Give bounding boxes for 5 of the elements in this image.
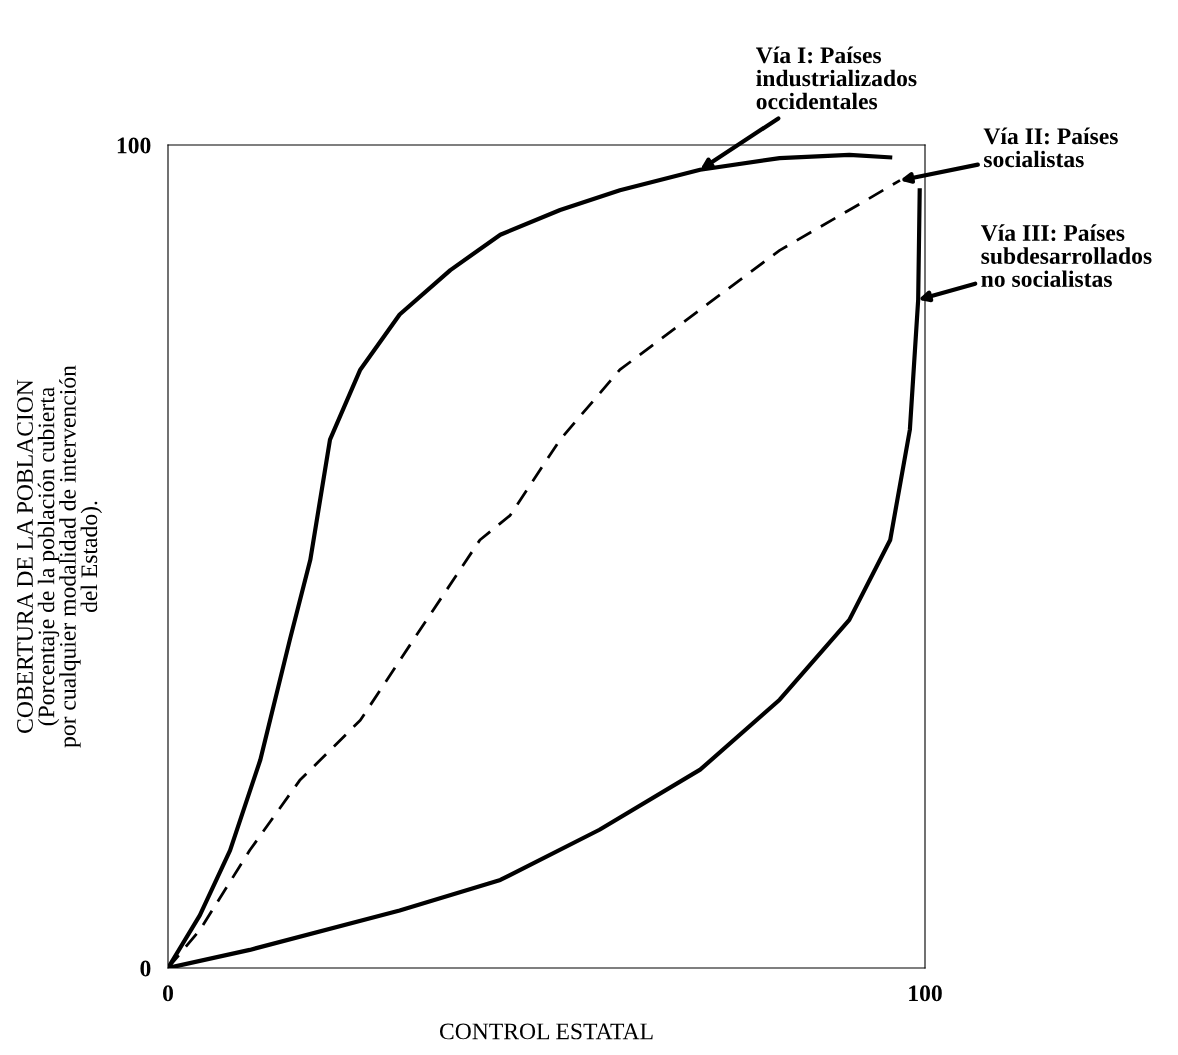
annotation: Vía II: Países socialistas [983, 127, 1118, 168]
y-axis-title: COBERTURA DE LA POBLACION (Porcentaje de la población cubierta por cualquier modalidad de intervención del Estado). [17, 365, 103, 748]
annotation: Vía III: Países subdesarrollados no socialistas [980, 224, 1152, 288]
annotation: Vía I: Países industrializados occidentales [755, 46, 917, 110]
x-axis-title: CONTROL ESTATAL [439, 1023, 653, 1040]
